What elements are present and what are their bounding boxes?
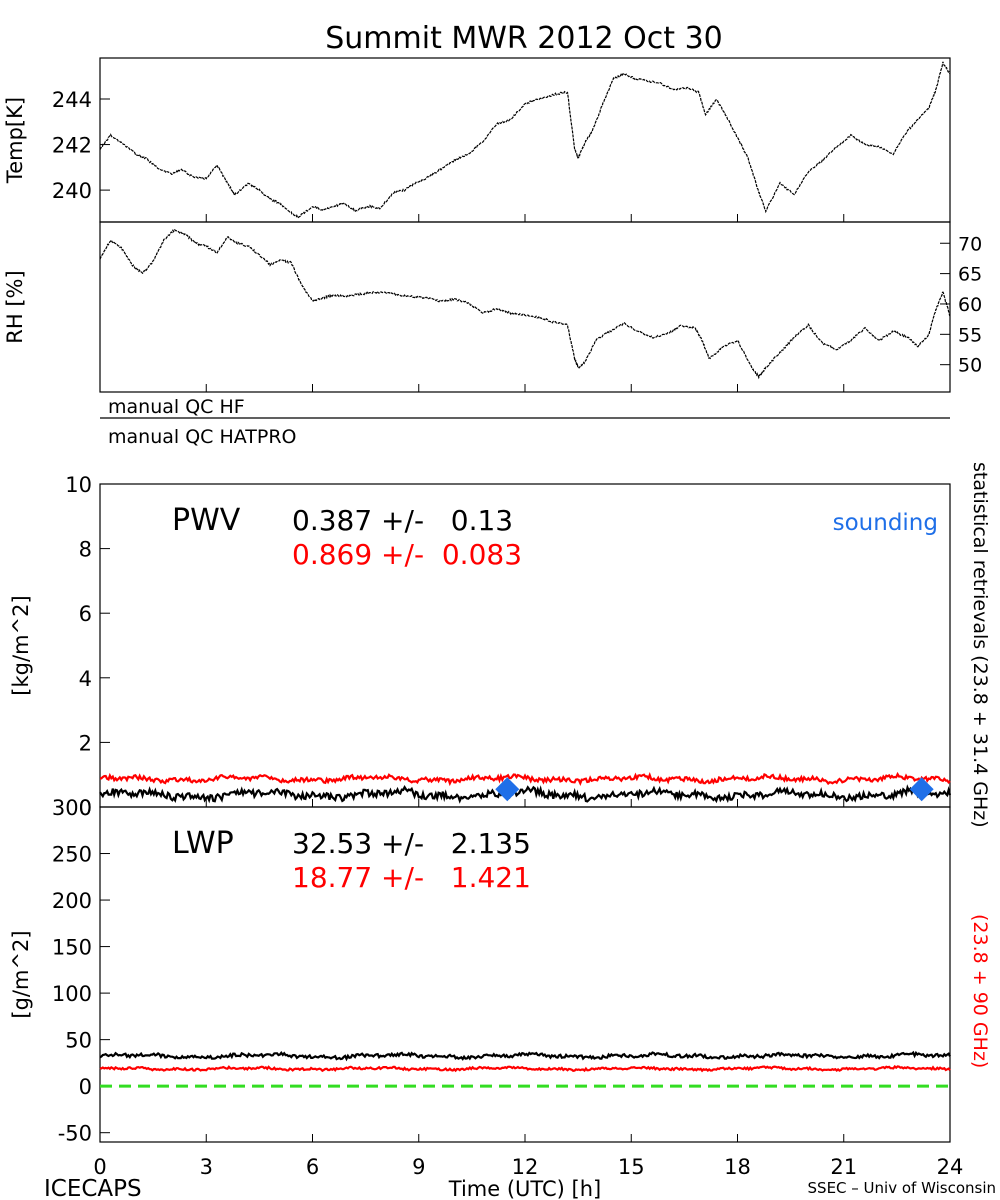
qc-row-hf: manual QC HF [108, 396, 245, 418]
y-tick-label: 150 [52, 936, 92, 960]
x-tick-label: 15 [618, 1155, 645, 1179]
sounding-marker [909, 777, 934, 802]
panel-stat-black: 32.53 +/- 2.135 [292, 827, 531, 860]
y-axis-label: Temp[K] [3, 97, 27, 184]
panel-frame [99, 57, 951, 223]
panel-rh: 50 55 60 65 70 RH [%] [3, 221, 982, 393]
y-tick-label: 240 [52, 179, 92, 203]
panel-pwv: 0 2 4 6 8 10 [kg/m^2] sounding PWV 0.387 +/- 0.13… [9, 473, 952, 820]
series-line-temp [99, 61, 951, 219]
y-axis-label: RH [%] [3, 270, 27, 343]
y-tick-label: 50 [65, 1029, 92, 1053]
y-tick-label: 244 [52, 88, 92, 112]
y-tick-label: 4 [79, 667, 92, 691]
panel-label-pwv: PWV [172, 503, 241, 538]
y-tick-label: 55 [958, 324, 982, 346]
y-tick-label: 242 [52, 134, 92, 158]
y-tick-label: 300 [52, 796, 92, 820]
y-tick-label: 65 [958, 264, 982, 286]
y-tick-label: 250 [52, 843, 92, 867]
y-tick-label: 200 [52, 889, 92, 913]
x-tick-label: 9 [412, 1155, 425, 1179]
y-tick-label: 8 [79, 538, 92, 562]
series-line-red-pwv [99, 771, 951, 787]
panel-stat-black: 0.387 +/- 0.13 [292, 504, 513, 537]
panel-stat-red: 0.869 +/- 0.083 [292, 538, 522, 571]
x-tick-label: 24 [937, 1155, 964, 1179]
x-axis-label: Time (UTC) [h] [448, 1177, 601, 1200]
x-tick-label: 12 [512, 1155, 539, 1179]
right-axis-label-red: (23.8 + 90 GHz) [969, 914, 991, 1068]
footer-right: SSEC – Univ of Wisconsin [808, 1179, 996, 1197]
series-line-red-lwp [99, 1064, 951, 1073]
y-tick-label: 2 [79, 731, 92, 755]
right-axis-label-black: statistical retrievals (23.8 + 31.4 GHz) [969, 462, 991, 828]
x-tick-label: 3 [200, 1155, 213, 1179]
panel-label-lwp: LWP [172, 826, 234, 861]
y-tick-label: 0 [79, 1075, 92, 1099]
y-tick-label: 70 [958, 233, 982, 255]
x-tick-label: 6 [306, 1155, 319, 1179]
y-tick-label: 0 [79, 796, 92, 820]
y-tick-label: 50 [958, 355, 982, 377]
panel-frame [99, 221, 951, 393]
footer-left: ICECAPS [44, 1176, 142, 1200]
qc-row-hatpro: manual QC HATPRO [108, 426, 297, 448]
series-line-black-pwv [99, 784, 952, 804]
x-tick-label: 0 [93, 1155, 106, 1179]
series-line-rh [99, 229, 951, 380]
qc-section: manual QC HF manual QC HATPRO [100, 396, 950, 448]
y-axis-label: [kg/m^2] [9, 595, 33, 695]
sounding-marker [495, 777, 520, 802]
sounding-label: sounding [833, 510, 938, 536]
panel-stat-red: 18.77 +/- 1.421 [292, 861, 531, 894]
x-tick-label: 18 [724, 1155, 751, 1179]
x-tick-label: 21 [830, 1155, 857, 1179]
series-line-black-lwp [99, 1050, 951, 1062]
y-tick-label: 6 [79, 602, 92, 626]
y-tick-label: 100 [52, 982, 92, 1006]
chart-title: Summit MWR 2012 Oct 30 [325, 21, 723, 56]
y-tick-label: 60 [958, 294, 982, 316]
y-axis-label: [g/m^2] [9, 930, 33, 1018]
y-tick-label: 10 [65, 473, 92, 497]
y-tick-label: -50 [58, 1122, 92, 1146]
panel-temp: 240 242 244 Temp[K] [3, 57, 951, 223]
